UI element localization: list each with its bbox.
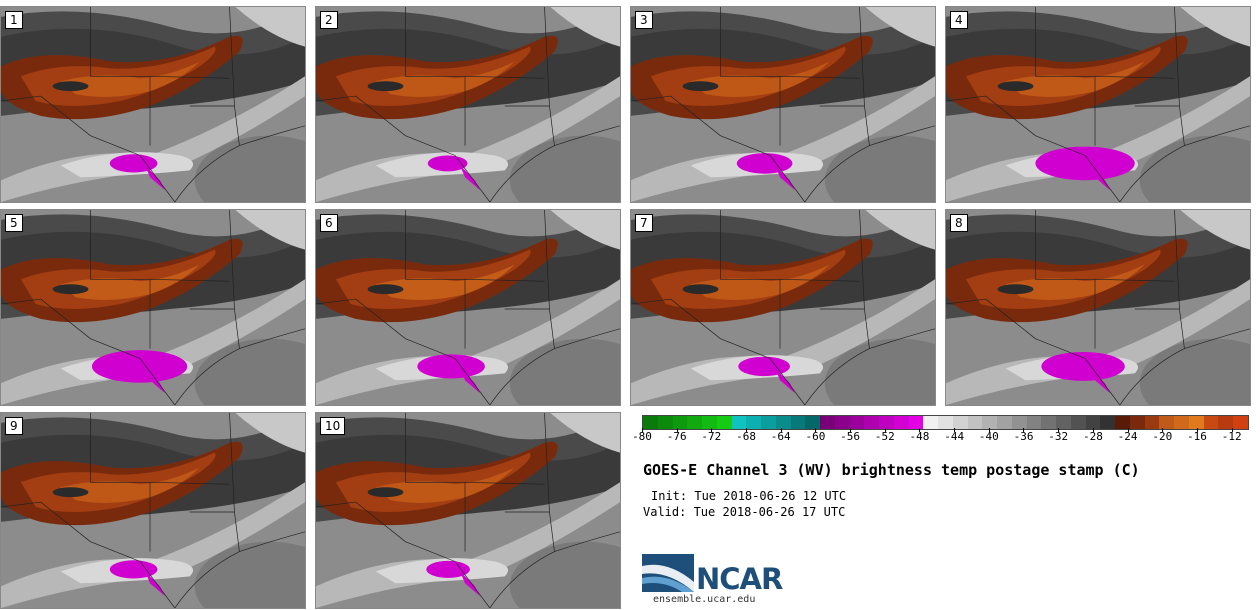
colorbar-tick-label: -80 (632, 428, 652, 443)
colorbar-cell (775, 416, 791, 429)
map-panel: 8 (945, 209, 1251, 406)
map-panel: 3 (630, 6, 936, 203)
panel-number: 9 (5, 417, 23, 435)
colorbar-cell (1115, 416, 1130, 429)
colorbar-cell (1129, 416, 1145, 429)
colorbar-cell (643, 416, 658, 429)
logo-wordmark: NCAR (696, 562, 783, 596)
valid-time: Valid: Tue 2018-06-26 17 UTC (643, 505, 846, 519)
colorbar-cell (1056, 416, 1071, 429)
colorbar-cell (864, 416, 879, 429)
panel-number: 10 (320, 417, 346, 435)
colorbar-cell (1144, 416, 1160, 429)
colorbar-cell (997, 416, 1012, 429)
colorbar-cell (982, 416, 997, 429)
colorbar-cell (1218, 416, 1233, 429)
colorbar-cell (923, 416, 938, 429)
panel-number: 3 (635, 11, 653, 29)
colorbar-cell (967, 416, 983, 429)
map-panel: 9 (0, 412, 306, 609)
colorbar-cell (1085, 416, 1101, 429)
colorbar-tick-label: -56 (840, 428, 861, 443)
colorbar-cell (746, 416, 761, 429)
colorbar-cell (731, 416, 747, 429)
colorbar-tick-label: -20 (1152, 428, 1173, 443)
map-panel: 2 (315, 6, 621, 203)
colorbar-cell (702, 416, 717, 429)
panel-number: 1 (5, 11, 23, 29)
colorbar-tick-label: -72 (701, 428, 722, 443)
colorbar-tick-label: -52 (874, 428, 895, 443)
panel-number: 5 (5, 214, 23, 232)
colorbar-cell (1070, 416, 1086, 429)
colorbar-cell (952, 416, 968, 429)
colorbar-cell (849, 416, 865, 429)
logo-url: ensemble.ucar.edu (653, 594, 756, 605)
colorbar-tick-label: -64 (770, 428, 791, 443)
figure-title: GOES-E Channel 3 (WV) brightness temp po… (643, 461, 1140, 479)
colorbar-cell (1026, 416, 1042, 429)
colorbar-cell (938, 416, 953, 429)
ncar-logo-icon (642, 554, 694, 592)
colorbar-cell (908, 416, 924, 429)
colorbar-tick-label: -36 (1013, 428, 1034, 443)
panel-number: 8 (950, 214, 968, 232)
colorbar-cell (1159, 416, 1174, 429)
colorbar-cell (716, 416, 732, 429)
map-panel: 4 (945, 6, 1251, 203)
colorbar-cell (1100, 416, 1115, 429)
colorbar-cell (672, 416, 688, 429)
colorbar-cell (687, 416, 702, 429)
panel-number: 4 (950, 11, 968, 29)
colorbar-tick-label: -12 (1221, 428, 1242, 443)
colorbar-tick-label: -60 (805, 428, 826, 443)
colorbar-cell (1011, 416, 1027, 429)
colorbar-cell (761, 416, 776, 429)
colorbar-tick-label: -32 (1048, 428, 1069, 443)
colorbar-tick-label: -24 (1117, 428, 1138, 443)
colorbar-cell (879, 416, 894, 429)
panel-number: 7 (635, 214, 653, 232)
colorbar-cell (893, 416, 909, 429)
colorbar-tick-label: -16 (1187, 428, 1207, 443)
colorbar-cell (790, 416, 806, 429)
colorbar-cell (1041, 416, 1056, 429)
colorbar-cell (1188, 416, 1204, 429)
colorbar (642, 415, 1249, 430)
map-panel: 10 (315, 412, 621, 609)
map-panel: 5 (0, 209, 306, 406)
map-panel: 6 (315, 209, 621, 406)
colorbar-tick-label: -44 (944, 428, 965, 443)
colorbar-cell (1174, 416, 1189, 429)
colorbar-cell (1233, 416, 1248, 429)
colorbar-cell (805, 416, 820, 429)
colorbar-tick-label: -68 (736, 428, 756, 443)
colorbar-cell (1203, 416, 1219, 429)
colorbar-tick-label: -40 (978, 428, 999, 443)
panel-number: 6 (320, 214, 338, 232)
colorbar-cell (834, 416, 850, 429)
map-panel: 7 (630, 209, 936, 406)
colorbar-tick-label: -28 (1082, 428, 1103, 443)
colorbar-cell (820, 416, 835, 429)
map-panel: 1 (0, 6, 306, 203)
colorbar-tick-label: -76 (666, 428, 687, 443)
colorbar-tick-label: -48 (909, 428, 930, 443)
init-time: Init: Tue 2018-06-26 12 UTC (651, 489, 847, 503)
panel-number: 2 (320, 11, 338, 29)
colorbar-ticks: -80 -76 -72 -68 -64 -60 -56 -52 -48 -44 -40 -36 -32-… (632, 428, 1249, 450)
colorbar-cell (657, 416, 673, 429)
